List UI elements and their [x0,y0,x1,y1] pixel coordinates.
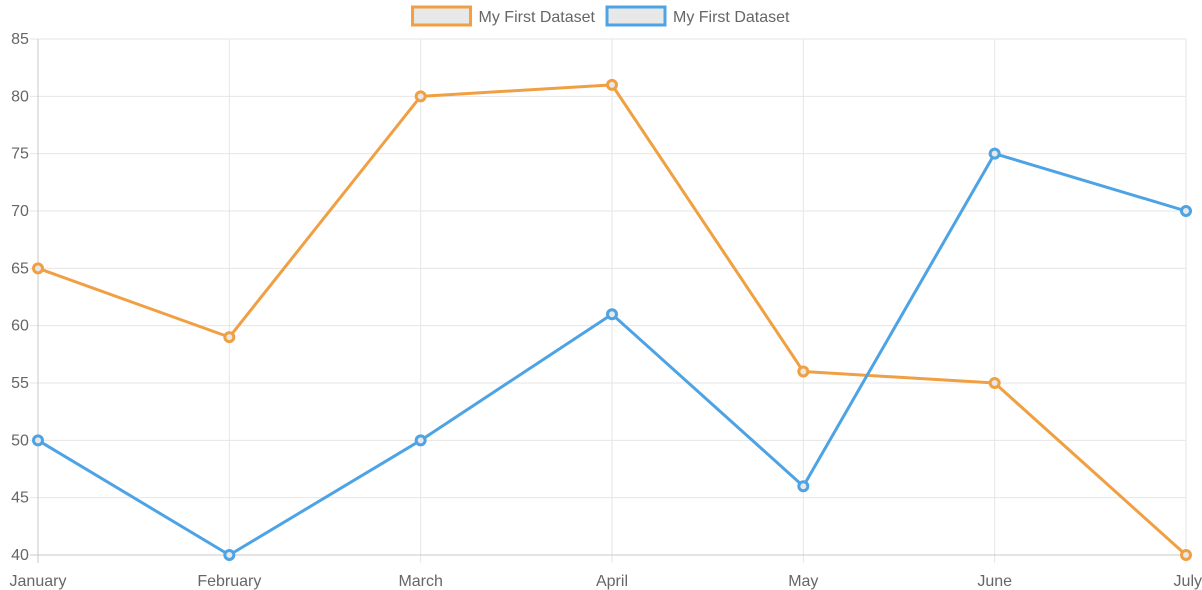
x-tick-label: June [977,573,1012,590]
y-tick-label: 60 [11,318,29,335]
data-point[interactable] [414,90,427,103]
series-2 [32,147,1192,561]
y-tick-label: 55 [11,375,29,392]
y-tick-label: 85 [11,31,29,48]
data-point[interactable] [1180,549,1192,561]
data-point[interactable] [223,331,236,344]
series-1 [32,78,1192,561]
y-axis-ticks: 40 45 50 55 60 65 70 75 80 85 [11,31,29,564]
legend-label: My First Dataset [479,9,596,26]
x-axis-ticks: January February March April May June July [10,573,1202,590]
legend-item-2[interactable]: My First Dataset [605,5,790,27]
data-point[interactable] [32,262,44,275]
x-tick-label: April [596,573,628,590]
legend: My First Dataset My First Dataset [411,5,790,27]
data-point[interactable] [414,434,427,447]
y-tick-label: 65 [11,260,29,277]
x-tick-label: July [1174,573,1202,590]
x-tick-label: January [10,573,67,590]
grid [30,38,1187,563]
data-point[interactable] [988,147,1001,160]
legend-swatch [411,5,473,27]
y-tick-label: 40 [11,547,29,564]
legend-label: My First Dataset [673,9,790,26]
y-tick-label: 80 [11,88,29,105]
legend-item-1[interactable]: My First Dataset [411,5,596,27]
y-tick-label: 50 [11,432,29,449]
data-point[interactable] [606,308,618,321]
data-point[interactable] [797,480,810,493]
data-point[interactable] [32,434,44,447]
data-point[interactable] [606,78,618,91]
x-tick-label: May [788,573,818,590]
x-tick-label: March [398,573,442,590]
y-tick-label: 45 [11,490,29,507]
data-point[interactable] [1180,205,1192,217]
data-point[interactable] [797,365,810,378]
x-tick-label: February [197,573,261,590]
data-point[interactable] [988,377,1001,389]
y-tick-label: 70 [11,203,29,220]
axes [30,39,1186,563]
legend-swatch [605,5,667,27]
data-point[interactable] [223,549,236,561]
y-tick-label: 75 [11,146,29,163]
series [32,78,1192,561]
